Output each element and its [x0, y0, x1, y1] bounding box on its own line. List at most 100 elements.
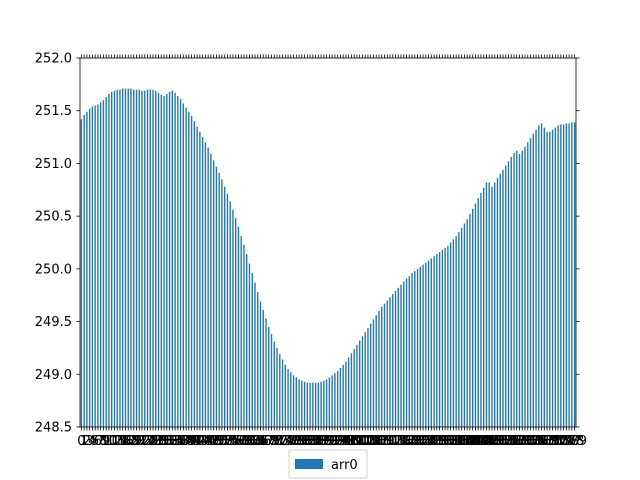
bar: [494, 182, 496, 427]
bar: [133, 89, 135, 427]
x-tick-label: 116: [389, 434, 414, 449]
x-tick-label: 167: [529, 434, 554, 449]
x-tick-label: 160: [510, 434, 535, 449]
bar: [248, 263, 251, 427]
bar: [199, 131, 201, 428]
bar: [301, 380, 303, 427]
x-tick-label: 146: [471, 434, 496, 449]
x-tick-label: 88: [316, 434, 333, 449]
bar: [549, 131, 551, 428]
x-tick-label: 133: [435, 434, 460, 449]
x-tick-label: 28: [150, 434, 167, 449]
x-tick-label: 141: [457, 434, 482, 449]
x-tick-label: 163: [518, 434, 543, 449]
x-tick-label: 136: [444, 434, 469, 449]
bar: [419, 266, 421, 427]
bar: [524, 146, 526, 427]
bar: [518, 153, 521, 427]
x-tick-label: 130: [427, 434, 452, 449]
bar: [573, 122, 576, 427]
bar: [477, 198, 479, 427]
bar: [359, 340, 361, 427]
bar: [149, 89, 151, 427]
bar: [422, 264, 424, 427]
x-tick-label: 11: [103, 434, 120, 449]
x-tick-label: 7: [97, 434, 105, 449]
x-tick-label: 113: [380, 434, 405, 449]
x-tick-label: 99: [346, 434, 363, 449]
x-tick-label: 73: [274, 434, 291, 449]
x-tick-label: 162: [515, 434, 540, 449]
bar: [270, 334, 273, 427]
x-tick-label: 105: [358, 434, 383, 449]
x-tick-label: 6: [94, 434, 102, 449]
x-tick-label: 81: [296, 434, 313, 449]
bar: [237, 226, 240, 427]
x-tick-label: 179: [562, 434, 587, 449]
bar: [314, 382, 317, 427]
bar: [447, 245, 449, 427]
x-tick-label: 149: [480, 434, 505, 449]
bar: [427, 260, 430, 427]
x-tick-label: 100: [345, 434, 370, 449]
x-tick-label: 84: [305, 434, 322, 449]
x-tick-label: 172: [543, 434, 568, 449]
bar: [251, 273, 253, 427]
y-axis: 248.5 249.0 249.5 250.0 250.5 251.0 251.5 252.0: [35, 52, 580, 436]
x-tick-label: 175: [551, 434, 576, 449]
bar: [99, 102, 102, 427]
bar: [204, 142, 207, 427]
bar: [232, 209, 234, 427]
x-tick-label: 138: [449, 434, 474, 449]
bar: [375, 315, 377, 427]
bar: [527, 142, 529, 427]
bar: [538, 125, 540, 427]
x-tick-label: 120: [400, 434, 425, 449]
bar: [513, 152, 515, 427]
bar: [91, 106, 94, 427]
bar: [254, 282, 256, 427]
x-tick-label: 173: [546, 434, 571, 449]
bar: [303, 381, 306, 427]
x-tick-label: 114: [383, 434, 408, 449]
bar: [532, 133, 534, 427]
x-tick-label: 164: [521, 434, 546, 449]
y-tick-label: 252.0: [35, 52, 72, 67]
bar: [367, 327, 369, 427]
legend-label-arr0: arr0: [331, 458, 358, 473]
bar: [543, 127, 545, 427]
x-tick-label: 115: [386, 434, 411, 449]
x-tick-label: 151: [485, 434, 510, 449]
bar: [405, 278, 408, 427]
x-tick-label: 123: [408, 434, 433, 449]
bar: [168, 91, 171, 428]
x-tick-label: 112: [378, 434, 403, 449]
x-tick-label: 155: [496, 434, 521, 449]
x-tick-label: 132: [433, 434, 458, 449]
bar: [540, 123, 543, 428]
bar: [111, 91, 113, 428]
x-tick-label: 109: [369, 434, 394, 449]
x-tick-label: 34: [167, 434, 184, 449]
x-tick-label: 83: [302, 434, 319, 449]
x-tick-label: 148: [477, 434, 502, 449]
bar: [334, 373, 336, 427]
x-tick-label: 66: [255, 434, 272, 449]
bar: [141, 90, 143, 428]
bar: [116, 89, 118, 427]
x-tick-label: 60: [238, 434, 255, 449]
bar: [425, 262, 427, 427]
x-tick-label: 143: [463, 434, 488, 449]
plot-frame: [79, 57, 577, 428]
x-tick-label: 177: [557, 434, 582, 449]
x-tick-label: 80: [294, 434, 311, 449]
x-tick-label: 140: [455, 434, 480, 449]
x-tick-label: 5: [91, 434, 99, 449]
x-tick-label: 110: [372, 434, 397, 449]
x-tick-label: 79: [291, 434, 308, 449]
bar: [444, 247, 446, 427]
bar: [414, 270, 416, 427]
x-tick-label: 176: [554, 434, 579, 449]
x-tick-label: 82: [299, 434, 316, 449]
bar: [452, 239, 455, 427]
